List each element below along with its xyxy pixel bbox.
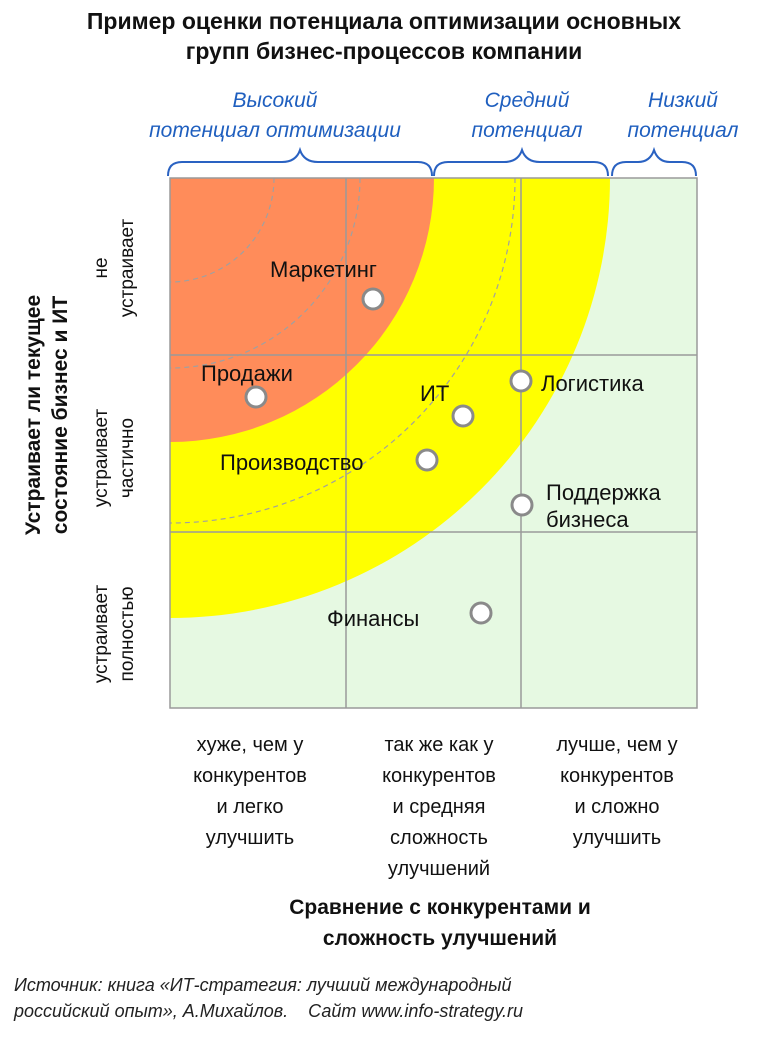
zone-label-medium: Средний потенциал	[438, 86, 616, 146]
col-label-better-line-1: лучше, чем у	[556, 734, 678, 756]
zone-label-low: Низкий потенциал	[608, 86, 758, 146]
bracket-high	[167, 146, 433, 177]
col-label-same-line-1: так же как у	[384, 734, 494, 756]
source-note-line-1: Источник: книга «ИТ-стратегия: лучший ме…	[14, 975, 512, 995]
bracket-low	[611, 146, 697, 177]
point-business-support	[510, 493, 534, 517]
page-title: Пример оценки потенциала оптимизации осн…	[0, 6, 768, 66]
col-label-better: лучше, чем у конкурентов и сложно улучши…	[527, 730, 707, 854]
label-business-support-line-1: Поддержка	[546, 480, 662, 505]
x-axis-title-line-1: Сравнение с конкурентами и	[289, 896, 591, 919]
label-sales: Продажи	[201, 361, 293, 386]
col-label-same-line-4: сложность	[390, 827, 488, 849]
col-label-worse-line-1: хуже, чем у	[196, 734, 304, 756]
label-logistics: Логистика	[541, 371, 644, 396]
col-label-better-line-2: конкурентов	[560, 765, 674, 787]
bracket-medium	[433, 146, 609, 177]
process-points	[244, 287, 534, 625]
point-production	[415, 448, 439, 472]
col-label-worse-line-3: и легко	[216, 796, 284, 818]
grid-border	[169, 177, 698, 709]
point-marketing	[361, 287, 385, 311]
col-label-same-line-2: конкурентов	[382, 765, 496, 787]
x-axis-title-line-2: сложность улучшений	[322, 927, 558, 950]
col-label-better-line-3: и сложно	[574, 796, 660, 818]
col-label-worse: хуже, чем у конкурентов и легко улучшить	[160, 730, 340, 854]
point-finance	[469, 601, 493, 625]
zone-label-medium-line-2: потенциал	[471, 119, 583, 142]
col-label-same: так же как у конкурентов и средняя сложн…	[349, 730, 529, 885]
source-note-line-2: российский опыт», А.Михайлов. Сайт www.i…	[14, 1001, 524, 1021]
col-label-better-line-4: улучшить	[572, 827, 662, 849]
label-business-support-line-2: бизнеса	[546, 507, 629, 532]
source-note: Источник: книга «ИТ-стратегия: лучший ме…	[14, 972, 764, 1024]
matrix-diagram: Маркетинг Продажи ИТ Логистика Производс…	[167, 146, 698, 709]
zone-high	[170, 178, 434, 442]
col-label-same-line-5: улучшений	[387, 858, 491, 880]
col-label-same-line-3: и средняя	[392, 796, 486, 818]
col-label-worse-line-4: улучшить	[205, 827, 295, 849]
point-sales	[244, 385, 268, 409]
x-axis-title: Сравнение с конкурентами и сложность улу…	[150, 892, 730, 954]
label-finance: Финансы	[327, 606, 419, 631]
zone-label-low-line-2: потенциал	[627, 119, 739, 142]
page-title-line-1: Пример оценки потенциала оптимизации осн…	[86, 8, 682, 34]
zone-label-high: Высокий потенциал оптимизации	[108, 86, 442, 146]
label-marketing: Маркетинг	[270, 257, 377, 282]
zone-label-low-line-1: Низкий	[648, 89, 718, 112]
point-logistics	[509, 369, 533, 393]
zone-label-high-line-1: Высокий	[232, 89, 318, 112]
label-production: Производство	[220, 450, 363, 475]
col-label-worse-line-2: конкурентов	[193, 765, 307, 787]
page-title-line-2: групп бизнес-процессов компании	[185, 38, 583, 64]
grid	[169, 177, 698, 709]
zone-label-high-line-2: потенциал оптимизации	[149, 119, 401, 142]
label-it: ИТ	[420, 381, 449, 406]
point-it	[451, 404, 475, 428]
zone-label-medium-line-1: Средний	[484, 89, 570, 112]
